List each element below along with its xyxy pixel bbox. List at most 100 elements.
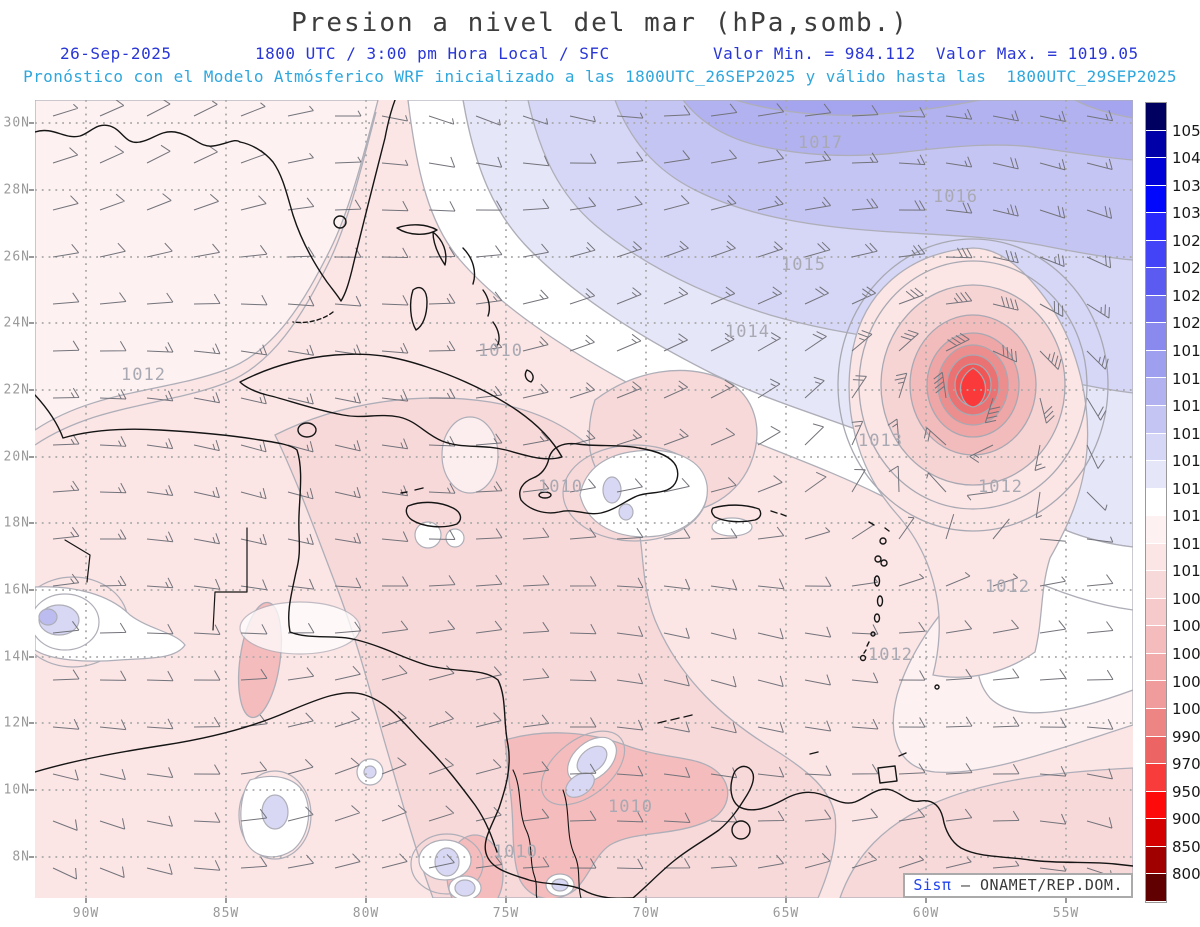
colorbar-label-1015: 1015 xyxy=(1172,452,1200,470)
colorbar-swatch xyxy=(1146,434,1166,462)
colorbar-label-1017: 1017 xyxy=(1172,397,1200,415)
lon-tick xyxy=(645,898,647,903)
lon-label-65W: 65W xyxy=(773,906,799,921)
colorbar-swatch xyxy=(1146,764,1166,792)
forecast-date: 26-Sep-2025 xyxy=(60,44,171,63)
lat-label-16N: 16N xyxy=(0,583,30,598)
blob-lav-andes3 xyxy=(435,848,459,876)
pressure-map: 1017 1016 1015 1014 1012 1010 1010 1013 1012 1012… xyxy=(35,100,1133,898)
lat-label-14N: 14N xyxy=(0,650,30,665)
colorbar-swatch xyxy=(1146,847,1166,875)
colorbar-label-1020: 1020 xyxy=(1172,314,1200,332)
colorbar-label-1022: 1022 xyxy=(1172,287,1200,305)
lat-label-24N: 24N xyxy=(0,316,30,331)
colorbar-label-970: 970 xyxy=(1172,755,1200,773)
colorbar-swatch xyxy=(1146,489,1166,517)
blob-lav-core xyxy=(39,609,57,625)
colorbar-swatch xyxy=(1146,241,1166,269)
colorbar-label-1010: 1010 xyxy=(1172,562,1200,580)
colorbar-swatch xyxy=(1146,626,1166,654)
blob-pale-nicaragua xyxy=(442,417,498,493)
contour-label: 1010 xyxy=(538,477,583,497)
colorbar-swatch xyxy=(1146,158,1166,186)
blob-lav-andes4 xyxy=(455,880,475,896)
colorbar-label-1008: 1008 xyxy=(1172,590,1200,608)
lat-tick xyxy=(29,322,34,324)
colorbar-swatch xyxy=(1146,186,1166,214)
colorbar-label-1013: 1013 xyxy=(1172,507,1200,525)
minmax-values: Valor Min. = 984.112 Valor Max. = 1019.0… xyxy=(713,44,1139,63)
colorbar-swatch xyxy=(1146,571,1166,599)
lat-tick xyxy=(29,456,34,458)
contour-label: 1012 xyxy=(978,477,1023,497)
lon-tick xyxy=(505,898,507,903)
contour-label: 1017 xyxy=(798,133,843,153)
contour-label: 1010 xyxy=(608,797,653,817)
colorbar-label-1012: 1012 xyxy=(1172,535,1200,553)
model-info-line: Pronóstico con el Modelo Atmósferico WRF… xyxy=(0,67,1200,86)
weather-map-figure: Presion a nivel del mar (hPa,somb.) 26-S… xyxy=(0,0,1200,927)
lon-tick xyxy=(785,898,787,903)
lat-label-26N: 26N xyxy=(0,250,30,265)
colorbar-label-1004: 1004 xyxy=(1172,645,1200,663)
lon-tick xyxy=(1065,898,1067,903)
contour-label: 1014 xyxy=(725,322,770,342)
contour-label: 1012 xyxy=(985,577,1030,597)
lon-tick xyxy=(925,898,927,903)
lat-label-28N: 28N xyxy=(0,183,30,198)
contour-label: 1010 xyxy=(478,341,523,361)
blob-lav-costarica xyxy=(262,795,288,829)
lat-tick xyxy=(29,589,34,591)
lon-label-55W: 55W xyxy=(1053,906,1079,921)
lon-tick xyxy=(85,898,87,903)
watermark-brand: Sisπ xyxy=(913,876,951,894)
watermark: Sisπ – ONAMET/REP.DOM. xyxy=(903,873,1133,898)
colorbar-swatch xyxy=(1146,792,1166,820)
lat-tick xyxy=(29,189,34,191)
colorbar-label-1014: 1014 xyxy=(1172,480,1200,498)
contour-label: 1015 xyxy=(781,255,826,275)
colorbar-label-950: 950 xyxy=(1172,783,1200,801)
colorbar-label-1025: 1025 xyxy=(1172,259,1200,277)
colorbar-swatch xyxy=(1146,516,1166,544)
blob-white-honduras xyxy=(240,602,360,654)
colorbar-label-1016: 1016 xyxy=(1172,425,1200,443)
lat-tick xyxy=(29,789,34,791)
colorbar-swatch xyxy=(1146,213,1166,241)
colorbar-swatch xyxy=(1146,737,1166,765)
lat-label-30N: 30N xyxy=(0,116,30,131)
contour-label: 1013 xyxy=(858,431,903,451)
colorbar-swatch xyxy=(1146,103,1166,131)
lon-label-60W: 60W xyxy=(913,906,939,921)
lat-label-22N: 22N xyxy=(0,383,30,398)
colorbar xyxy=(1146,103,1166,902)
colorbar-swatch xyxy=(1146,681,1166,709)
blob-lav-hisp2 xyxy=(619,504,633,520)
colorbar-swatch xyxy=(1146,709,1166,737)
map-canvas: 1017 1016 1015 1014 1012 1010 1010 1013 1012 1012… xyxy=(35,100,1133,898)
colorbar-label-1019: 1019 xyxy=(1172,342,1200,360)
contour-label: 1012 xyxy=(868,645,913,665)
colorbar-label-800: 800 xyxy=(1172,865,1200,883)
colorbar-swatch xyxy=(1146,874,1166,902)
colorbar-swatch xyxy=(1146,406,1166,434)
colorbar-label-1006: 1006 xyxy=(1172,617,1200,635)
colorbar-swatch xyxy=(1146,378,1166,406)
colorbar-swatch xyxy=(1146,544,1166,572)
lat-tick xyxy=(29,856,34,858)
lat-label-8N: 8N xyxy=(0,850,30,865)
colorbar-swatch xyxy=(1146,654,1166,682)
lon-label-75W: 75W xyxy=(493,906,519,921)
colorbar-label-1000: 1000 xyxy=(1172,700,1200,718)
forecast-time: 1800 UTC / 3:00 pm Hora Local / SFC xyxy=(255,44,610,63)
colorbar-swatch xyxy=(1146,819,1166,847)
lon-label-70W: 70W xyxy=(633,906,659,921)
colorbar-swatch xyxy=(1146,599,1166,627)
colorbar-label-1002: 1002 xyxy=(1172,673,1200,691)
lon-tick xyxy=(365,898,367,903)
colorbar-swatch xyxy=(1146,351,1166,379)
blob-lav-hisp1 xyxy=(603,477,621,503)
colorbar-label-1028: 1028 xyxy=(1172,232,1200,250)
contour-label: 1016 xyxy=(933,187,978,207)
lon-label-90W: 90W xyxy=(73,906,99,921)
